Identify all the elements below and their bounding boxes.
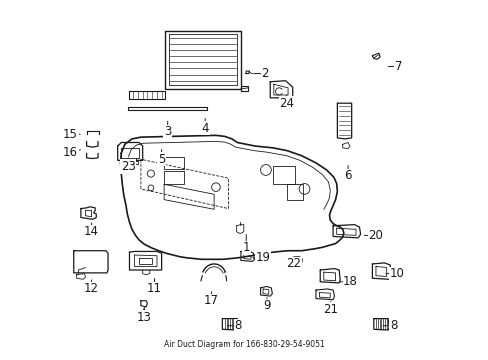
Text: 24: 24 — [279, 97, 294, 110]
Text: 22: 22 — [285, 257, 301, 270]
Text: 18: 18 — [343, 275, 357, 288]
Text: 14: 14 — [84, 225, 99, 238]
Bar — [164, 157, 183, 169]
Text: 7: 7 — [394, 60, 402, 73]
Text: 2: 2 — [261, 67, 268, 80]
Text: 8: 8 — [234, 319, 241, 332]
Text: 23: 23 — [121, 160, 136, 173]
Text: Air Duct Diagram for 166-830-29-54-9051: Air Duct Diagram for 166-830-29-54-9051 — [164, 339, 324, 348]
Text: 3: 3 — [163, 125, 171, 138]
Text: 4: 4 — [201, 122, 208, 135]
Text: 8: 8 — [389, 319, 396, 332]
Bar — [164, 171, 183, 184]
Text: 11: 11 — [147, 283, 162, 296]
Text: 16: 16 — [63, 146, 78, 159]
Text: 5: 5 — [158, 153, 165, 166]
Bar — [286, 184, 302, 200]
Bar — [272, 166, 294, 184]
Text: 15: 15 — [63, 128, 78, 141]
Text: 1: 1 — [242, 241, 249, 255]
Text: 10: 10 — [389, 267, 404, 280]
Text: 17: 17 — [203, 294, 219, 307]
Text: 13: 13 — [136, 311, 151, 324]
Text: 20: 20 — [367, 229, 382, 242]
Text: 12: 12 — [84, 283, 99, 296]
Text: 9: 9 — [263, 299, 270, 312]
Text: 6: 6 — [344, 169, 351, 182]
Text: 19: 19 — [255, 251, 270, 264]
Text: 21: 21 — [323, 303, 338, 316]
